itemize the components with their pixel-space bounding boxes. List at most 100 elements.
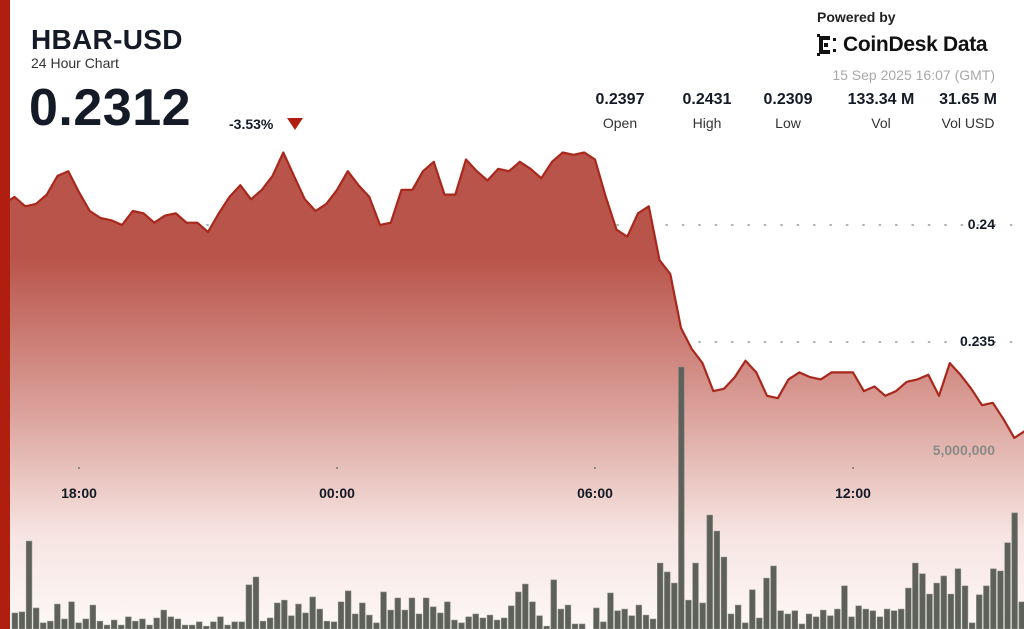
volume-bar: [238, 621, 245, 629]
volume-bar: [756, 617, 763, 629]
volume-bar: [458, 622, 465, 629]
volume-bar: [344, 590, 352, 629]
volume-bar: [954, 568, 962, 629]
volume-bar: [685, 599, 692, 629]
coindesk-logo-icon: [817, 34, 836, 56]
stat-low: 0.2309 Low: [743, 91, 833, 131]
volume-bar: [196, 621, 203, 629]
stat-label: Vol USD: [941, 115, 995, 131]
timestamp: 15 Sep 2025 16:07 (GMT): [832, 67, 995, 83]
volume-bar: [437, 612, 444, 629]
volume-bar: [749, 589, 756, 629]
volume-bar: [245, 584, 252, 629]
triangle-down-icon: [287, 118, 303, 130]
volume-bar: [231, 621, 238, 629]
volume-bar: [146, 624, 153, 629]
volume-bar: [40, 622, 47, 629]
x-tick-label: 12:00: [835, 485, 871, 501]
x-tick-mark: [78, 467, 80, 469]
volume-bar: [522, 583, 529, 629]
volume-bar: [500, 617, 508, 629]
stat-label: Vol: [871, 115, 891, 131]
volume-bar: [302, 612, 309, 629]
stat-label: Low: [775, 115, 801, 131]
stat-open: 0.2397 Open: [575, 91, 665, 131]
volume-bar: [266, 617, 274, 629]
volume-bar: [75, 622, 82, 629]
volume-bar: [990, 568, 997, 629]
volume-bar: [890, 610, 898, 629]
stat-value: 0.2431: [682, 91, 732, 108]
volume-bar: [621, 608, 628, 629]
volume-bar: [997, 570, 1004, 629]
volume-bar: [1011, 512, 1018, 629]
volume-bar: [770, 565, 777, 629]
volume-bar: [132, 620, 139, 629]
volume-bar: [664, 571, 671, 629]
volume-bar: [422, 597, 430, 629]
powered-by-label: Powered by: [817, 9, 896, 25]
volume-bar: [493, 619, 501, 629]
brand-name: CoinDesk Data: [843, 33, 988, 56]
x-tick-mark: [852, 467, 854, 469]
volume-bar: [47, 620, 54, 629]
volume-bar: [912, 562, 919, 629]
volume-bar: [543, 625, 550, 629]
volume-bar: [734, 604, 742, 629]
volume-bar: [727, 613, 735, 629]
volume-bar: [89, 604, 96, 629]
chart-subtitle: 24 Hour Chart: [31, 55, 119, 71]
volume-bar: [820, 609, 827, 629]
volume-bar: [919, 573, 926, 629]
volume-bar: [352, 613, 359, 629]
volume-bar: [18, 611, 26, 629]
volume-bar: [103, 624, 111, 629]
volume-bar: [742, 622, 749, 629]
volume-bar: [224, 624, 231, 629]
stat-value: 31.65 M: [939, 91, 997, 108]
volume-bar: [11, 612, 18, 629]
volume-bar: [933, 582, 940, 629]
volume-bar: [472, 613, 479, 629]
volume-bar: [118, 624, 125, 629]
volume-bar: [387, 609, 394, 629]
volume-bar: [536, 615, 543, 629]
y-tick-label: 0.235: [959, 333, 995, 349]
x-tick-mark: [336, 467, 338, 469]
volume-bar: [82, 618, 89, 629]
y-tick-label: 0.24: [967, 216, 995, 232]
volume-bar: [961, 585, 969, 629]
volume-bar: [479, 617, 486, 629]
volume-bar: [649, 618, 657, 629]
volume-bar: [600, 621, 607, 629]
volume-bar: [160, 609, 167, 629]
volume-bar: [671, 582, 678, 629]
volume-bar: [529, 601, 536, 629]
stat-high: 0.2431 High: [662, 91, 752, 131]
volume-bar: [628, 615, 635, 629]
volume-bar: [1018, 601, 1024, 629]
volume-bar: [876, 616, 884, 629]
volume-bar: [401, 609, 408, 629]
volume-bar: [203, 625, 210, 629]
volume-bar: [465, 616, 472, 629]
volume-bar: [812, 616, 820, 629]
volume-bar: [316, 608, 323, 629]
volume-bar: [869, 610, 876, 629]
volume-bar: [323, 620, 330, 629]
volume-bar: [571, 623, 579, 629]
volume-bar: [699, 602, 706, 629]
volume-bar: [210, 621, 217, 629]
volume-bar: [564, 604, 572, 629]
volume-bar: [309, 596, 316, 629]
volume-bar: [125, 616, 132, 629]
x-tick-label: 06:00: [577, 485, 613, 501]
volume-bar: [330, 621, 338, 629]
stat-value: 0.2397: [595, 91, 645, 108]
stat-value: 0.2309: [763, 91, 813, 108]
volume-bar: [444, 601, 451, 629]
volume-bar: [784, 613, 791, 629]
volume-bar: [451, 619, 458, 629]
volume-bar: [926, 593, 933, 629]
